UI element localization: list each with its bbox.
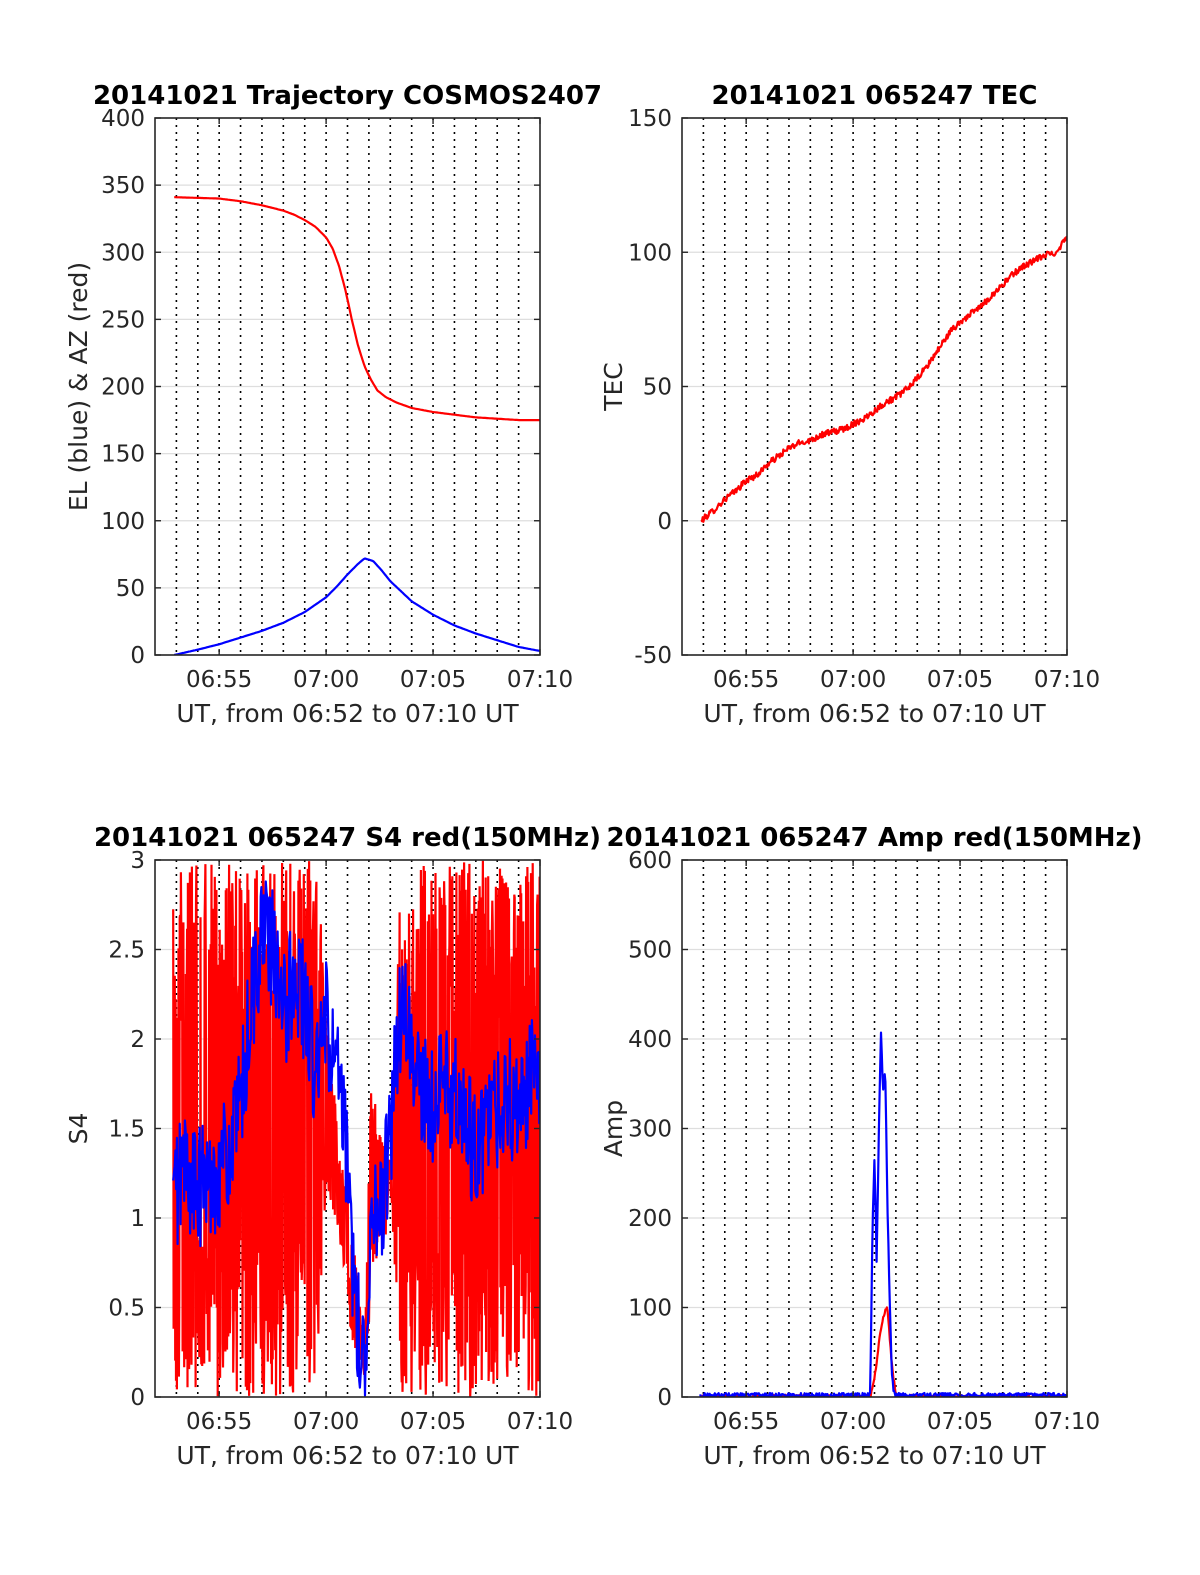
- y-tick-label: 0: [657, 509, 672, 535]
- y-axis-label: TEC: [599, 362, 628, 412]
- series-line-blue: [699, 1031, 1067, 1397]
- y-tick-label: 200: [628, 1206, 672, 1232]
- y-tick-label: 1: [130, 1206, 145, 1232]
- x-tick-label: 07:10: [507, 1409, 573, 1435]
- plot-area: [699, 1031, 1067, 1397]
- series-line-blue: [173, 557, 540, 655]
- y-tick-label: 400: [101, 106, 145, 132]
- y-tick-label: 50: [643, 375, 672, 401]
- y-tick-label: 3: [130, 848, 145, 874]
- y-tick-label: 400: [628, 1027, 672, 1053]
- chart-title: 20141021 Trajectory COSMOS2407: [93, 81, 602, 111]
- series-line-red: [699, 1306, 1067, 1397]
- series-line-red: [174, 196, 540, 422]
- x-tick-label: 07:05: [400, 667, 466, 693]
- y-tick-label: 50: [116, 576, 145, 602]
- x-tick-label: 07:00: [293, 667, 359, 693]
- x-tick-label: 07:00: [293, 1409, 359, 1435]
- plot-area: [172, 860, 540, 1397]
- x-tick-label: 06:55: [713, 667, 779, 693]
- series-line-red: [700, 235, 1067, 523]
- y-tick-label: 0: [130, 1385, 145, 1411]
- y-tick-label: 500: [628, 938, 672, 964]
- series-line-blue: [172, 880, 540, 1397]
- y-tick-label: 250: [101, 307, 145, 333]
- x-tick-label: 07:10: [1034, 667, 1100, 693]
- x-tick-label: 07:00: [820, 1409, 886, 1435]
- x-tick-label: 07:05: [927, 1409, 993, 1435]
- y-tick-label: 100: [628, 1296, 672, 1322]
- x-axis-label: UT, from 06:52 to 07:10 UT: [703, 699, 1046, 728]
- chart-panel-2: -50 0 50 100 150 06:55 07:00 07:05 07:10 20141021…: [599, 81, 1100, 728]
- y-tick-label: 600: [628, 848, 672, 874]
- y-axis-label: S4: [64, 1113, 93, 1145]
- y-axis-label: Amp: [599, 1100, 628, 1157]
- y-tick-label: 0.5: [108, 1296, 145, 1322]
- x-tick-label: 06:55: [186, 1409, 252, 1435]
- x-tick-label: 07:05: [400, 1409, 466, 1435]
- y-axis-label: EL (blue) & AZ (red): [64, 262, 93, 511]
- plot-area: [700, 235, 1067, 523]
- x-tick-label: 07:10: [1034, 1409, 1100, 1435]
- chart-title: 20141021 065247 TEC: [712, 81, 1038, 111]
- y-tick-label: -50: [634, 643, 672, 669]
- y-tick-label: 150: [628, 106, 672, 132]
- y-tick-label: 300: [628, 1117, 672, 1143]
- x-tick-label: 07:05: [927, 667, 993, 693]
- y-tick-label: 2.5: [108, 938, 145, 964]
- y-tick-label: 200: [101, 375, 145, 401]
- x-axis-label: UT, from 06:52 to 07:10 UT: [176, 699, 519, 728]
- y-tick-label: 350: [101, 173, 145, 199]
- y-tick-label: 0: [130, 643, 145, 669]
- x-tick-label: 07:00: [820, 667, 886, 693]
- chart-title: 20141021 065247 S4 red(150MHz): [94, 823, 601, 853]
- chart-title: 20141021 065247 Amp red(150MHz): [606, 823, 1142, 853]
- y-tick-label: 300: [101, 240, 145, 266]
- x-tick-label: 06:55: [186, 667, 252, 693]
- chart-panel-3: 0 0.5 1 1.5 2 2.5 3 06:55 07:00 07:05 07:10 2014102…: [64, 823, 601, 1470]
- plot-area: [173, 196, 540, 655]
- x-axis-label: UT, from 06:52 to 07:10 UT: [176, 1441, 519, 1470]
- x-tick-label: 07:10: [507, 667, 573, 693]
- y-tick-label: 0: [657, 1385, 672, 1411]
- x-axis-label: UT, from 06:52 to 07:10 UT: [703, 1441, 1046, 1470]
- chart-panel-4: 0 100 200 300 400 500 600 06:55 07:00 07:05 07:10 2…: [599, 823, 1143, 1470]
- y-tick-label: 100: [101, 509, 145, 535]
- chart-panel-1: 0 50 100 150 200 250 300 350 400 06:55 07:00 07:05 0…: [64, 81, 602, 728]
- y-tick-label: 150: [101, 442, 145, 468]
- y-tick-label: 1.5: [108, 1117, 145, 1143]
- y-tick-label: 100: [628, 240, 672, 266]
- x-tick-label: 06:55: [713, 1409, 779, 1435]
- y-tick-label: 2: [130, 1027, 145, 1053]
